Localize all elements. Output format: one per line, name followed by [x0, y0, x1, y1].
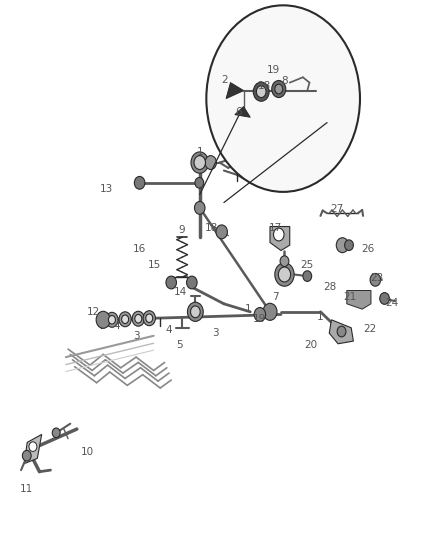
Text: 16: 16	[133, 245, 146, 254]
Text: 3: 3	[132, 331, 139, 341]
Text: 23: 23	[369, 273, 382, 283]
Text: 27: 27	[330, 204, 343, 214]
Circle shape	[206, 5, 359, 192]
Circle shape	[194, 201, 205, 214]
Circle shape	[205, 156, 216, 169]
Text: 14: 14	[174, 287, 187, 297]
Circle shape	[273, 228, 283, 241]
Circle shape	[194, 177, 203, 188]
Circle shape	[187, 302, 203, 321]
Circle shape	[143, 311, 155, 326]
Text: 17: 17	[268, 223, 282, 233]
Text: 6: 6	[234, 107, 241, 117]
Text: 4: 4	[165, 326, 172, 335]
Text: 19: 19	[253, 314, 266, 324]
Text: 5: 5	[175, 341, 182, 350]
Circle shape	[190, 306, 200, 318]
Text: 9: 9	[178, 225, 185, 235]
Polygon shape	[234, 107, 250, 117]
Circle shape	[336, 326, 345, 337]
Polygon shape	[24, 434, 42, 464]
Circle shape	[191, 152, 208, 173]
Circle shape	[145, 314, 152, 322]
Circle shape	[278, 267, 290, 282]
Circle shape	[215, 225, 227, 239]
Circle shape	[186, 276, 197, 289]
Circle shape	[271, 80, 285, 98]
Text: 18: 18	[205, 223, 218, 233]
Text: 8: 8	[280, 76, 287, 86]
Circle shape	[194, 156, 205, 169]
Text: 4: 4	[113, 321, 120, 331]
Text: 13: 13	[99, 184, 113, 194]
Text: 11: 11	[20, 484, 33, 494]
Polygon shape	[269, 227, 289, 251]
Circle shape	[22, 450, 31, 461]
Circle shape	[166, 276, 176, 289]
Circle shape	[108, 316, 115, 324]
Polygon shape	[346, 290, 370, 309]
Circle shape	[302, 271, 311, 281]
Text: 26: 26	[360, 245, 374, 254]
Circle shape	[344, 240, 353, 251]
Polygon shape	[328, 320, 353, 344]
Circle shape	[106, 312, 118, 327]
Circle shape	[254, 308, 265, 321]
Polygon shape	[226, 83, 243, 99]
Circle shape	[96, 311, 110, 328]
Text: 21: 21	[343, 293, 356, 302]
Circle shape	[253, 82, 268, 101]
Circle shape	[132, 311, 144, 326]
Circle shape	[369, 273, 380, 286]
Text: 2: 2	[221, 75, 228, 85]
Text: 1: 1	[196, 147, 203, 157]
Circle shape	[52, 428, 60, 438]
Text: 25: 25	[299, 261, 312, 270]
Text: 28: 28	[323, 282, 336, 292]
Circle shape	[274, 263, 293, 286]
Circle shape	[336, 238, 348, 253]
Circle shape	[119, 312, 131, 327]
Text: 18: 18	[257, 82, 270, 91]
Text: 22: 22	[362, 325, 375, 334]
Text: 15: 15	[148, 261, 161, 270]
Circle shape	[29, 442, 37, 451]
Circle shape	[274, 84, 282, 94]
Circle shape	[134, 314, 141, 323]
Circle shape	[121, 315, 128, 324]
Text: 12: 12	[86, 307, 99, 317]
Circle shape	[256, 86, 265, 98]
Circle shape	[379, 293, 389, 304]
Text: 20: 20	[304, 341, 317, 350]
Circle shape	[134, 176, 145, 189]
Text: 24: 24	[384, 298, 397, 308]
Text: 3: 3	[211, 328, 218, 338]
Circle shape	[279, 256, 288, 266]
Text: 1: 1	[316, 312, 323, 322]
Text: 7: 7	[272, 293, 279, 302]
Text: 19: 19	[266, 66, 279, 75]
Text: 10: 10	[81, 447, 94, 457]
Text: 1: 1	[244, 304, 251, 314]
Circle shape	[262, 303, 276, 320]
